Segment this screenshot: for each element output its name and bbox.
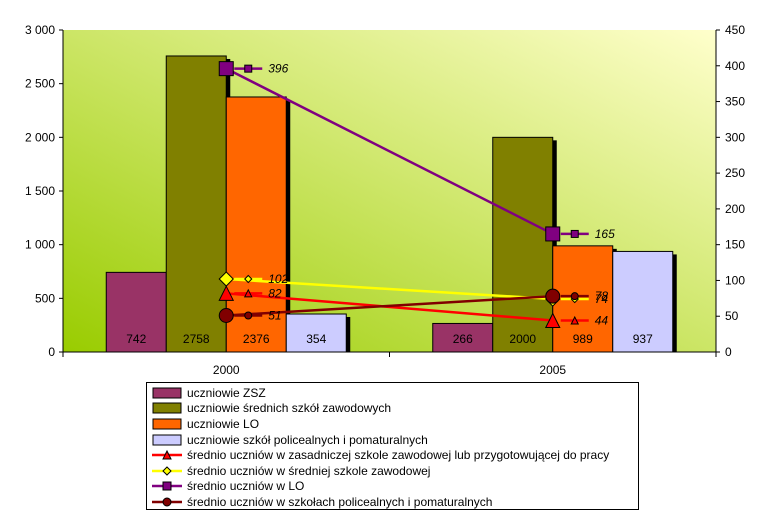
legend-label: uczniowie ZSZ bbox=[187, 385, 266, 400]
series-value-label: 51 bbox=[268, 309, 281, 323]
series-value-label: 102 bbox=[268, 272, 288, 286]
y-right-tick-label: 400 bbox=[725, 59, 745, 73]
legend-swatch bbox=[152, 387, 182, 399]
series-value-label: 82 bbox=[268, 286, 282, 300]
legend-label: średnio uczniów w zasadniczej szkole zaw… bbox=[187, 448, 610, 463]
legend-line-symbol bbox=[152, 466, 182, 476]
legend-item: uczniowie LO bbox=[151, 416, 638, 432]
legend-swatch-rect bbox=[152, 402, 182, 414]
label-key-marker bbox=[244, 311, 253, 320]
legend-item: średnio uczniów w LO bbox=[151, 479, 638, 495]
y-right-tick-label: 100 bbox=[725, 273, 745, 287]
bar bbox=[225, 96, 287, 353]
series-value-label: 44 bbox=[595, 314, 609, 328]
y-right-tick-label: 150 bbox=[725, 238, 745, 252]
label-key-marker bbox=[570, 315, 580, 325]
bar-value-label: 354 bbox=[306, 332, 326, 346]
legend-label: średnio uczniów w LO bbox=[187, 479, 305, 494]
legend-item: średnio uczniów w zasadniczej szkole zaw… bbox=[151, 447, 638, 463]
y-right-tick-label: 200 bbox=[725, 202, 745, 216]
label-key-marker bbox=[570, 292, 579, 301]
legend-swatch-rect bbox=[152, 418, 182, 430]
legend-line-symbol bbox=[152, 497, 182, 507]
label-key-marker bbox=[244, 274, 253, 284]
legend-label: średnio uczniów w szkołach policealnych … bbox=[187, 494, 493, 509]
series-line bbox=[226, 294, 553, 317]
y-left-tick-label: 500 bbox=[35, 291, 55, 305]
bar bbox=[105, 271, 167, 353]
bar bbox=[165, 55, 227, 353]
legend-marker bbox=[162, 481, 172, 491]
y-right-tick-label: 0 bbox=[725, 345, 732, 359]
series-marker bbox=[545, 226, 561, 242]
legend-swatch bbox=[152, 418, 182, 430]
y-right-tick-label: 50 bbox=[725, 309, 739, 323]
series-value-label: 74 bbox=[595, 292, 609, 306]
data-labels: 742 2758 2376 354 266 2000 989 937 82 44 102 74 396 1… bbox=[126, 62, 653, 346]
bar-value-label: 2758 bbox=[183, 332, 210, 346]
legend-item: średnio uczniów w szkołach policealnych … bbox=[151, 494, 638, 510]
y-left-tick-label: 1 000 bbox=[25, 238, 55, 252]
legend-line-symbol bbox=[152, 450, 182, 460]
series-marker bbox=[545, 288, 561, 304]
y-left-tick-label: 2 000 bbox=[25, 130, 55, 144]
y-left-tick-label: 3 000 bbox=[25, 23, 55, 37]
legend-marker bbox=[162, 450, 172, 460]
y-left-tick-label: 1 500 bbox=[25, 184, 55, 198]
series-value-label: 396 bbox=[268, 62, 288, 76]
legend-label: średnio uczniów w średniej szkole zawodo… bbox=[187, 463, 431, 478]
bar-value-label: 2376 bbox=[243, 332, 270, 346]
legend-label: uczniowie szkół policealnych i pomatural… bbox=[187, 432, 428, 447]
y-right-tick-label: 350 bbox=[725, 95, 745, 109]
x-tick-label: 2005 bbox=[539, 363, 566, 377]
bar-value-label: 989 bbox=[573, 332, 593, 346]
y-left-tick-label: 0 bbox=[48, 345, 55, 359]
x-tick-label: 2000 bbox=[213, 363, 240, 377]
bar-value-label: 2000 bbox=[509, 332, 536, 346]
legend-marker bbox=[162, 497, 172, 507]
legend-label: uczniowie średnich szkół zawodowych bbox=[187, 401, 392, 416]
bar-value-label: 742 bbox=[126, 332, 146, 346]
series-marker bbox=[544, 312, 561, 329]
y-right-tick-label: 250 bbox=[725, 166, 745, 180]
legend-swatch-rect bbox=[152, 434, 182, 446]
legend-swatch-rect bbox=[152, 387, 182, 399]
bar bbox=[432, 322, 494, 353]
legend-item: uczniowie średnich szkół zawodowych bbox=[151, 401, 638, 417]
series-marker bbox=[218, 308, 234, 324]
series-marker bbox=[218, 61, 234, 77]
legend-item: uczniowie ZSZ bbox=[151, 385, 638, 401]
y-right-tick-label: 300 bbox=[725, 130, 745, 144]
bars bbox=[105, 55, 677, 353]
legend-line-symbol bbox=[152, 481, 182, 491]
series-value-label: 78 bbox=[595, 289, 609, 303]
series-value-label: 165 bbox=[595, 227, 615, 241]
line-series bbox=[218, 61, 561, 329]
legend-item: uczniowie szkół policealnych i pomatural… bbox=[151, 432, 638, 448]
label-key-marker bbox=[243, 288, 253, 298]
legend-item: średnio uczniów w średniej szkole zawodo… bbox=[151, 463, 638, 479]
series-line bbox=[226, 277, 553, 301]
bar-value-label: 266 bbox=[453, 332, 473, 346]
bar-value-label: 937 bbox=[633, 332, 653, 346]
series-marker bbox=[218, 285, 235, 301]
y-right-tick-label: 450 bbox=[725, 23, 745, 37]
legend-swatch bbox=[152, 434, 182, 446]
legend-marker bbox=[162, 466, 172, 476]
bar bbox=[612, 250, 674, 353]
label-key-marker bbox=[570, 229, 579, 238]
legend: uczniowie ZSZ uczniowie średnich szkół za… bbox=[146, 382, 639, 510]
series-line bbox=[225, 67, 554, 236]
legend-label: uczniowie LO bbox=[187, 416, 260, 431]
series-marker bbox=[218, 271, 234, 287]
y-left-tick-label: 2 500 bbox=[25, 77, 55, 91]
bar bbox=[285, 313, 347, 353]
label-key-marker bbox=[244, 64, 253, 73]
legend-swatch bbox=[152, 402, 182, 414]
